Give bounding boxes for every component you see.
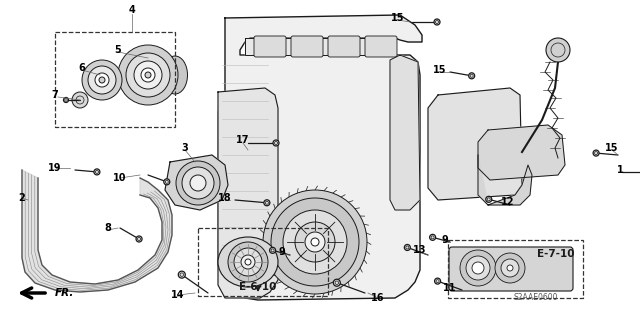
Text: 15: 15 <box>391 13 404 23</box>
Text: 13: 13 <box>413 245 427 255</box>
Text: 15: 15 <box>605 143 619 153</box>
Circle shape <box>190 175 206 191</box>
Polygon shape <box>218 15 422 300</box>
Polygon shape <box>478 155 532 205</box>
Text: 2: 2 <box>19 193 26 203</box>
Circle shape <box>234 248 262 276</box>
Text: 15: 15 <box>433 65 447 75</box>
FancyBboxPatch shape <box>291 36 323 57</box>
Text: 9: 9 <box>278 247 285 257</box>
Circle shape <box>182 167 214 199</box>
Circle shape <box>295 222 335 262</box>
Circle shape <box>72 92 88 108</box>
Text: 10: 10 <box>113 173 127 183</box>
Circle shape <box>501 259 519 277</box>
Circle shape <box>593 150 599 156</box>
Text: 12: 12 <box>501 197 515 207</box>
Circle shape <box>486 196 492 202</box>
Circle shape <box>435 278 440 284</box>
Circle shape <box>94 169 100 175</box>
Polygon shape <box>390 55 420 210</box>
Circle shape <box>507 265 513 271</box>
Text: 17: 17 <box>236 135 250 145</box>
Circle shape <box>241 255 255 269</box>
FancyBboxPatch shape <box>449 247 573 291</box>
Circle shape <box>472 262 484 274</box>
Circle shape <box>245 259 251 265</box>
Circle shape <box>99 77 105 83</box>
Polygon shape <box>218 88 278 298</box>
Circle shape <box>495 253 525 283</box>
Circle shape <box>333 279 340 286</box>
Circle shape <box>460 250 496 286</box>
Circle shape <box>141 68 155 82</box>
Circle shape <box>311 238 319 246</box>
Text: 18: 18 <box>218 193 232 203</box>
Bar <box>55 32 175 127</box>
Text: 1: 1 <box>616 165 623 175</box>
Text: 7: 7 <box>52 90 58 100</box>
Polygon shape <box>478 125 565 180</box>
Circle shape <box>228 242 268 282</box>
Circle shape <box>434 19 440 25</box>
Circle shape <box>283 210 347 274</box>
Circle shape <box>264 200 270 206</box>
Circle shape <box>118 45 178 105</box>
Polygon shape <box>428 88 522 200</box>
Circle shape <box>179 271 186 278</box>
Text: 4: 4 <box>129 5 136 15</box>
Circle shape <box>134 61 162 89</box>
Text: E-6-10: E-6-10 <box>239 282 276 292</box>
Ellipse shape <box>218 237 278 287</box>
Bar <box>198 228 328 296</box>
Circle shape <box>404 244 410 250</box>
Circle shape <box>305 232 325 252</box>
Text: 6: 6 <box>79 63 85 73</box>
Polygon shape <box>245 38 395 55</box>
Ellipse shape <box>163 56 188 94</box>
Text: 11: 11 <box>444 283 457 293</box>
Text: S2AAE0600: S2AAE0600 <box>514 293 558 302</box>
Circle shape <box>176 161 220 205</box>
Circle shape <box>263 190 367 294</box>
Circle shape <box>546 38 570 62</box>
Text: 8: 8 <box>104 223 111 233</box>
Circle shape <box>126 53 170 97</box>
Circle shape <box>468 73 475 79</box>
Circle shape <box>164 179 170 185</box>
Circle shape <box>466 256 490 280</box>
Circle shape <box>82 60 122 100</box>
Circle shape <box>145 72 151 78</box>
Circle shape <box>95 73 109 87</box>
Text: 19: 19 <box>48 163 61 173</box>
Circle shape <box>88 66 116 94</box>
FancyBboxPatch shape <box>365 36 397 57</box>
Text: 16: 16 <box>371 293 385 303</box>
FancyBboxPatch shape <box>328 36 360 57</box>
Polygon shape <box>165 155 228 210</box>
Text: E-7-10: E-7-10 <box>537 249 575 259</box>
Circle shape <box>136 236 142 242</box>
Circle shape <box>271 198 359 286</box>
Bar <box>448 240 583 298</box>
Polygon shape <box>22 170 172 292</box>
Text: 14: 14 <box>172 290 185 300</box>
Text: 9: 9 <box>442 235 449 245</box>
Text: FR.: FR. <box>55 288 74 298</box>
Circle shape <box>273 140 279 146</box>
Text: 3: 3 <box>182 143 188 153</box>
Text: 5: 5 <box>115 45 122 55</box>
Circle shape <box>429 234 436 240</box>
Circle shape <box>63 98 68 102</box>
FancyBboxPatch shape <box>254 36 286 57</box>
Circle shape <box>269 247 276 253</box>
